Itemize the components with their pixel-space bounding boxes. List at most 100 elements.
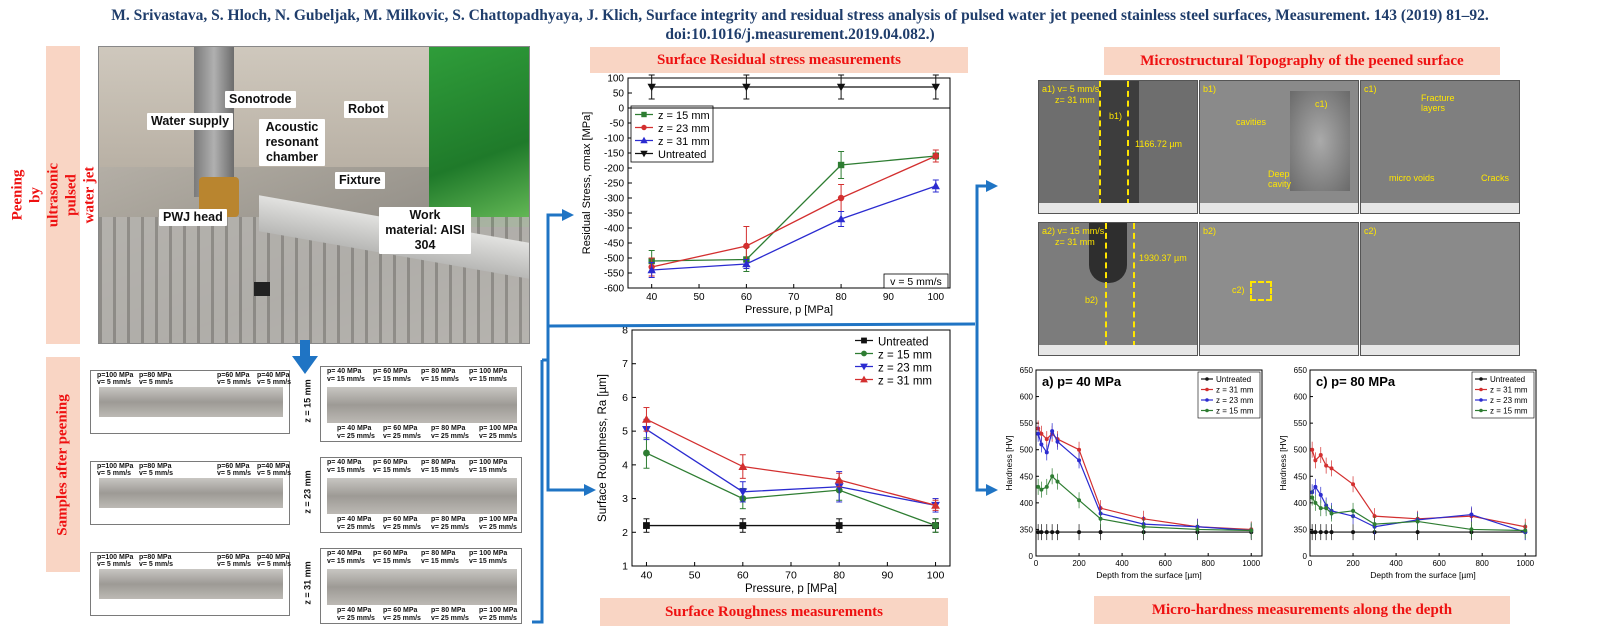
x-tick-label: 90 <box>882 570 894 582</box>
sample-pressure-label: p=60 MPa <box>217 463 250 470</box>
sample-pressure-label: p= 40 MPa <box>327 550 362 557</box>
y-tick-label: 500 <box>1294 446 1308 455</box>
connector-to-hardness <box>975 324 988 492</box>
sample-pressure-label: p= 80 MPa <box>431 607 466 614</box>
label-water-supply: Water supply <box>147 113 234 130</box>
x-tick-label: 50 <box>689 570 701 582</box>
sample-speed-label: v= 5 mm/s <box>217 379 252 386</box>
x-tick-label: 70 <box>785 570 797 582</box>
micro-title: Microstructural Topography of the peened… <box>1140 52 1464 69</box>
legend-marker <box>1205 387 1209 392</box>
data-point <box>1329 530 1334 535</box>
sample-pressure-label: p= 100 MPa <box>469 368 508 375</box>
sem-footer <box>1039 203 1197 213</box>
y-tick-label: 500 <box>1020 446 1034 455</box>
legend-marker <box>1479 408 1483 413</box>
sample-speed-label: v= 15 mm/s <box>421 467 459 474</box>
data-point <box>641 124 647 131</box>
sem-tag-c2-box: c2) <box>1232 285 1245 295</box>
series-line <box>1311 497 1526 532</box>
x-tick-label: 90 <box>883 292 895 303</box>
equipment-photo: Sonotrode Robot Water supply Acoustic re… <box>98 46 530 344</box>
roughness-title-banner: Surface Roughness measurements <box>600 598 948 626</box>
sample-speed-label: v= 15 mm/s <box>469 467 507 474</box>
data-point <box>1050 474 1055 479</box>
sample-speed-label: v= 5 mm/s <box>97 379 132 386</box>
data-point <box>738 488 748 497</box>
x-tick-label: 80 <box>836 292 848 303</box>
data-point <box>1039 530 1044 535</box>
legend-label: Untreated <box>658 149 706 161</box>
data-point <box>861 337 867 344</box>
sample-speed-label: v= 15 mm/s <box>373 376 411 383</box>
data-point <box>1310 447 1315 452</box>
data-point <box>647 265 656 274</box>
y-tick-label: -600 <box>604 284 624 295</box>
sample-pressure-label: p=60 MPa <box>217 372 250 379</box>
sample-box-left: p=100 MPa v= 5 mm/s p=80 MPa v= 5 mm/s p=60 … <box>90 461 291 525</box>
y-tick-label: 7 <box>622 358 628 370</box>
label-pwj-head: PWJ head <box>159 209 227 226</box>
x-tick-label: 60 <box>741 292 753 303</box>
series-line <box>1037 475 1252 532</box>
data-point <box>738 462 748 470</box>
sem-tag-b1: b1) <box>1203 84 1217 94</box>
sample-pressure-label: p= 60 MPa <box>383 607 418 614</box>
data-point <box>1372 522 1377 527</box>
sample-speed-label: v= 15 mm/s <box>469 558 507 565</box>
sample-pressure-label: p= 100 MPa <box>479 607 518 614</box>
y-tick-label: 5 <box>622 426 628 438</box>
sample-speed-label: v= 15 mm/s <box>373 558 411 565</box>
y-tick-label: -150 <box>604 149 624 160</box>
y-tick-label: -100 <box>604 134 624 145</box>
sample-pressure-label: p= 60 MPa <box>373 459 408 466</box>
sample-pressure-label: p= 80 MPa <box>421 368 456 375</box>
residual-stress-chart: 100 50 0 -50 -100 -150 -200 -250 -300 -350 -400 -45… <box>581 74 951 316</box>
data-point <box>640 150 648 158</box>
sample-pressure-label: p= 40 MPa <box>337 516 372 523</box>
data-point <box>1044 437 1049 442</box>
sem-tag-a2-z: z= 31 mm <box>1055 237 1095 247</box>
data-point <box>1036 431 1041 436</box>
legend-label: z = 15 mm <box>878 349 932 361</box>
data-point <box>931 181 940 190</box>
sample-speed-label: v= 25 mm/s <box>383 524 421 531</box>
sample-pressure-label: p= 80 MPa <box>431 425 466 432</box>
x-tick-label: 60 <box>737 570 749 582</box>
data-point <box>1098 530 1103 535</box>
sample-box-left: p=100 MPa v= 5 mm/s p=80 MPa v= 5 mm/s p=60 … <box>90 552 291 616</box>
x-tick-label: 200 <box>1072 559 1086 568</box>
data-point <box>1351 508 1356 513</box>
y-axis-label: Hardness [HV] <box>1004 435 1014 490</box>
hardness-title: Micro-hardness measurements along the de… <box>1151 601 1453 618</box>
citation-header: M. Srivastava, S. Hloch, N. Gubeljak, M.… <box>111 7 1489 43</box>
sample-speed-label: v= 5 mm/s <box>217 561 252 568</box>
legend-label: Untreated <box>1490 375 1525 384</box>
sem-image-b1: b1) c1) cavities Deep cavity <box>1199 80 1359 214</box>
data-point <box>643 522 650 529</box>
hardness-title-banner: Micro-hardness measurements along the de… <box>1094 596 1510 624</box>
x-tick-label: 50 <box>693 292 705 303</box>
x-tick-label: 100 <box>927 292 944 303</box>
sample-strip <box>99 478 283 508</box>
legend-label: z = 31 mm <box>878 375 932 387</box>
sample-speed-label: v= 5 mm/s <box>97 561 132 568</box>
data-point <box>1324 506 1329 511</box>
sample-box-right: p= 40 MPa v= 15 mm/s p= 60 MPa v= 15 mm/s p=… <box>320 457 522 533</box>
connector-to-roughness <box>546 360 584 492</box>
data-point <box>1039 431 1044 436</box>
sample-speed-label: v= 25 mm/s <box>431 524 469 531</box>
data-point <box>1313 530 1318 535</box>
data-point <box>739 522 747 529</box>
label-robot: Robot <box>344 101 389 118</box>
sample-speed-label: v= 5 mm/s <box>217 470 252 477</box>
y-tick-label: 8 <box>622 326 628 337</box>
sample-speed-label: v= 25 mm/s <box>337 433 375 440</box>
legend-marker <box>1479 398 1483 402</box>
data-point <box>1415 519 1420 524</box>
x-tick-label: 40 <box>646 292 658 303</box>
sample-speed-label: v= 15 mm/s <box>421 376 459 383</box>
sample-box-left: p=100 MPa v= 5 mm/s p=80 MPa v= 5 mm/s p=60 … <box>90 370 291 434</box>
sample-pressure-label: p= 40 MPa <box>327 368 362 375</box>
sem-length-2: 1930.37 µm <box>1139 253 1187 263</box>
